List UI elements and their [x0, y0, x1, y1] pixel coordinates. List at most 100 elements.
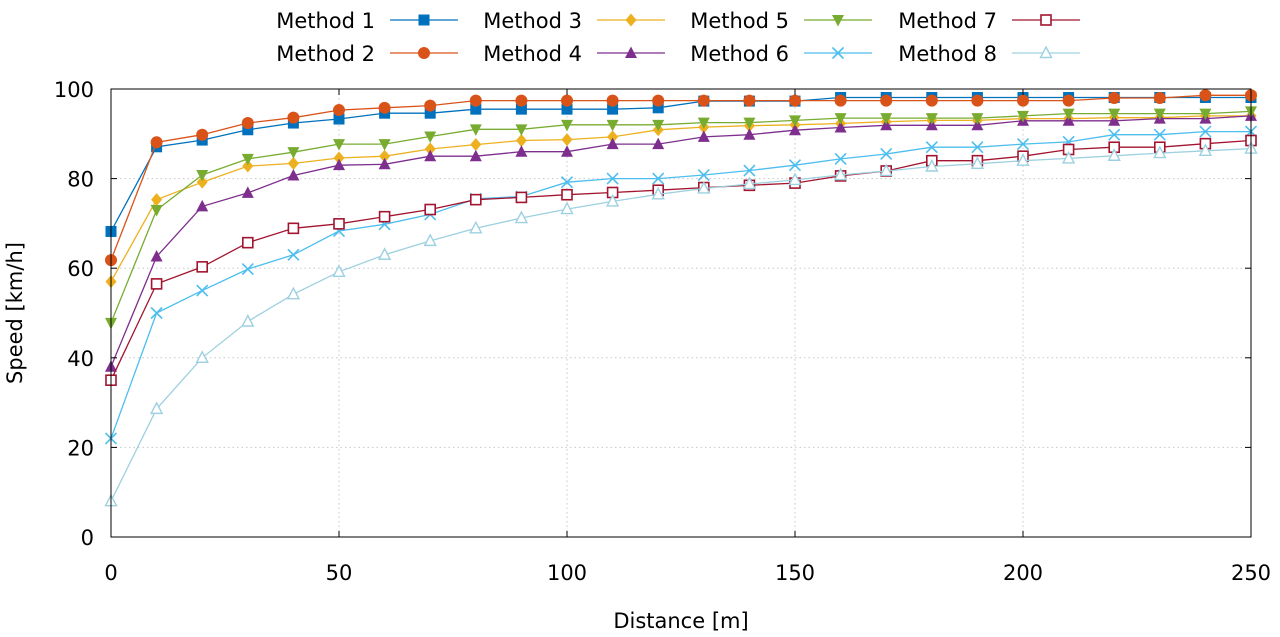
legend-label: Method 3 [483, 9, 582, 33]
data-point [333, 113, 345, 125]
data-point [697, 130, 710, 142]
legend-entry: Method 6 [690, 42, 872, 66]
x-tick-label: 100 [547, 561, 587, 585]
legend-entry: Method 1 [276, 9, 458, 33]
data-point [469, 124, 482, 136]
x-axis-label: Distance [m] [613, 609, 748, 633]
y-tick-label: 100 [54, 78, 94, 102]
x-tick-label: 250 [1231, 561, 1271, 585]
data-point [241, 153, 254, 166]
plot-frame [110, 88, 1252, 538]
data-point [1199, 89, 1212, 102]
legend-label: Method 7 [898, 9, 997, 33]
data-point [788, 172, 802, 186]
series-line [110, 115, 1252, 368]
data-point [606, 119, 619, 132]
data-point [1016, 138, 1030, 151]
data-point [287, 147, 300, 159]
data-point [561, 188, 573, 201]
data-point [515, 191, 528, 204]
data-point [196, 261, 208, 273]
legend-entry: Method 4 [483, 42, 665, 66]
data-point [377, 247, 392, 260]
y-tick-label: 80 [67, 168, 94, 192]
legend-label: Method 5 [690, 9, 789, 33]
data-point [833, 167, 848, 181]
series-line [110, 139, 1252, 381]
series-method-7 [105, 134, 1257, 387]
data-point [560, 201, 574, 215]
data-point [607, 130, 619, 144]
data-point [1108, 91, 1121, 104]
data-point [150, 306, 163, 320]
data-point [378, 139, 391, 151]
data-point [242, 124, 254, 136]
y-tick-label: 20 [67, 436, 94, 460]
data-point [1153, 108, 1166, 121]
data-point [697, 180, 711, 194]
data-point [831, 46, 845, 60]
series-line [110, 110, 1252, 324]
data-point [287, 168, 300, 181]
data-point [832, 15, 844, 27]
y-axis-label: Speed [km/h] [3, 242, 27, 384]
data-point [242, 236, 254, 249]
series-method-3 [105, 109, 1257, 289]
data-point [333, 158, 345, 171]
data-point [834, 121, 847, 133]
y-tick-label: 40 [67, 347, 94, 371]
data-point [1039, 45, 1053, 59]
data-point [1153, 145, 1167, 159]
data-point [196, 199, 209, 212]
data-point [379, 149, 391, 163]
series-method-2 [105, 89, 1257, 267]
data-point [333, 104, 345, 117]
x-tick-label: 50 [326, 561, 353, 585]
data-point [561, 133, 573, 147]
data-point [1107, 148, 1121, 161]
legend-label: Method 4 [483, 42, 582, 66]
legend-entry: Method 7 [898, 9, 1080, 33]
data-point [196, 170, 209, 182]
data-point [149, 401, 164, 415]
data-point [150, 204, 163, 217]
data-point [515, 94, 528, 107]
data-point [561, 119, 573, 132]
data-point [880, 94, 893, 107]
data-point [150, 278, 163, 290]
data-point [606, 172, 619, 185]
data-point [424, 107, 436, 119]
series-method-5 [105, 106, 1257, 330]
legend-label: Method 2 [276, 42, 375, 66]
legend-entry: Method 8 [898, 42, 1080, 66]
data-point [470, 138, 482, 152]
data-point [789, 94, 801, 107]
data-point [241, 117, 254, 130]
data-point [1061, 150, 1076, 164]
data-point [743, 94, 756, 107]
data-point [196, 128, 209, 141]
data-point [333, 151, 345, 165]
data-point [515, 134, 527, 148]
data-point [743, 164, 756, 177]
data-point [607, 103, 619, 115]
data-point [561, 103, 573, 115]
grid [111, 89, 1251, 537]
data-point [1153, 128, 1166, 141]
data-point [605, 193, 620, 207]
data-point [970, 156, 985, 170]
data-point [378, 157, 391, 170]
data-point [424, 203, 437, 216]
data-point [424, 149, 437, 162]
data-point [743, 128, 756, 140]
data-point [834, 94, 847, 107]
series-method-8 [104, 141, 1258, 507]
data-point [880, 113, 893, 125]
data-point [625, 13, 637, 27]
data-point [469, 220, 483, 234]
data-point [925, 94, 938, 107]
data-point [652, 102, 664, 114]
legend-entry: Method 3 [483, 9, 665, 33]
data-point [515, 103, 527, 115]
data-point [742, 176, 757, 190]
